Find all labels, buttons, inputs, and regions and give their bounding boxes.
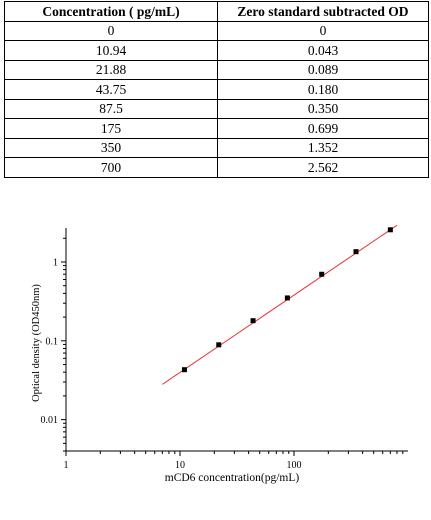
od-cell: 2.562 (217, 157, 429, 178)
data-point (319, 271, 325, 277)
concentration-cell: 43.75 (4, 79, 218, 100)
data-point (250, 318, 256, 324)
chart-axes (65, 228, 408, 452)
fit-line-group (162, 224, 398, 385)
y-tick-label: 0.01 (41, 415, 59, 426)
y-tick-label: 1 (53, 257, 58, 268)
data-point (387, 227, 393, 233)
y-axis-label: Optical density (OD450nm) (31, 284, 42, 402)
standard-curve-table: Concentration ( pg/mL) Zero standard sub… (4, 1, 429, 178)
table-body: 0 0 10.94 0.043 21.88 0.089 43.75 0.180 87.5 0.35… (4, 20, 429, 178)
data-point (284, 295, 290, 301)
data-point (353, 249, 359, 255)
table-row: 175 0.699 (4, 118, 429, 139)
chart-ticks: 1 10 100 0.01 0.1 1 (41, 237, 404, 471)
x-axis-label: mCD6 concentration(pg/mL) (165, 472, 300, 484)
y-tick-label: 0.1 (46, 336, 59, 347)
table-row: 700 2.562 (4, 157, 429, 178)
fit-line (162, 224, 398, 385)
table-row: 43.75 0.180 (4, 79, 429, 100)
x-tick-label: 100 (287, 460, 302, 471)
data-points (181, 227, 393, 373)
x-tick-label: 10 (175, 460, 185, 471)
data-point (216, 342, 222, 348)
data-point (181, 367, 187, 373)
x-tick-label: 1 (64, 460, 69, 471)
